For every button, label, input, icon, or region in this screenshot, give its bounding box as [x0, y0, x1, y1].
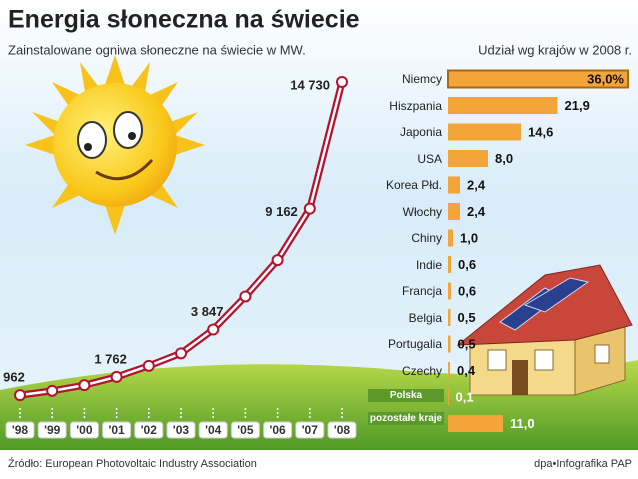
category-label: Korea Płd. [385, 178, 442, 192]
x-tick-label: '98 [12, 423, 29, 437]
bar [448, 388, 449, 406]
bar [448, 256, 451, 273]
x-tick-box [230, 421, 260, 439]
bar [448, 362, 450, 379]
point [207, 323, 220, 336]
value-label: 1,0 [460, 230, 478, 245]
point [271, 254, 284, 267]
bar-subtitle: Udział wg krajów w 2008 r. [478, 42, 632, 57]
value-label: 3 847 [191, 304, 224, 319]
x-tick-label: '02 [141, 423, 158, 437]
category-label: Belgia [408, 310, 442, 325]
bar [448, 309, 451, 326]
source: Źródło: European Photovoltaic Industry A… [8, 457, 257, 470]
category-label: Portugalia [387, 337, 442, 351]
category-label: Indie [415, 257, 442, 272]
credit: dpa•Infografika PAP [534, 458, 632, 470]
x-tick-box [198, 421, 228, 439]
x-tick-box [5, 421, 35, 439]
category-label: Japonia [399, 125, 442, 139]
footer-bg [0, 450, 638, 479]
bar [448, 97, 558, 114]
point [142, 359, 155, 372]
house [456, 264, 633, 396]
x-tick-box [166, 421, 196, 439]
category-label: Chiny [411, 231, 442, 245]
bar [448, 150, 488, 167]
value-label: 2,4 [467, 204, 486, 219]
category-label: Polska [368, 389, 444, 402]
x-tick-label: '99 [44, 423, 61, 437]
title: Energia słoneczna na świecie [8, 6, 360, 34]
x-tick-box [295, 421, 325, 439]
point [14, 389, 26, 402]
x-tick-box [327, 421, 357, 439]
category-label: Niemcy [401, 72, 442, 86]
value-label: 0,5 [458, 310, 476, 325]
value-label: 36,0% [587, 71, 624, 86]
x-tick-box [134, 421, 164, 439]
bar [448, 123, 521, 141]
value-label: 11,0 [510, 416, 535, 431]
value-label: 0,4 [457, 363, 476, 378]
category-label: pozostałe kraje [368, 411, 444, 425]
point [175, 347, 187, 360]
sun [25, 55, 205, 235]
point [46, 384, 59, 397]
point [336, 76, 348, 88]
bar [448, 415, 503, 432]
value-label: 21,9 [565, 98, 590, 113]
value-label: 1 762 [94, 351, 127, 366]
bar [447, 69, 629, 89]
bar [448, 176, 460, 194]
value-label: 14 730 [290, 77, 330, 92]
x-tick-label: '00 [76, 423, 93, 437]
x-tick-label: '06 [269, 423, 286, 437]
bar [448, 229, 453, 247]
x-tick-label: '07 [302, 423, 319, 437]
value-label: 0,6 [458, 257, 476, 272]
value-label: 962 [3, 370, 25, 385]
bar [448, 203, 460, 220]
category-label: Hiszpania [389, 98, 442, 113]
bar [448, 335, 451, 353]
category-label: Francja [401, 284, 442, 298]
bar [448, 282, 451, 300]
value-label: 0,1 [456, 389, 474, 404]
x-tick-box [263, 421, 293, 439]
value-label: 8,0 [495, 151, 513, 166]
point [110, 370, 123, 383]
x-tick-label: '04 [205, 423, 222, 437]
value-label: 0,5 [458, 336, 476, 351]
value-label: 9 162 [265, 204, 298, 219]
x-tick-label: '01 [108, 423, 125, 437]
category-label: USA [417, 151, 442, 166]
value-label: 0,6 [458, 283, 476, 298]
value-label: 2,4 [467, 177, 486, 192]
point [239, 290, 252, 303]
x-tick-box [69, 421, 99, 439]
x-tick-box [102, 421, 132, 439]
line-subtitle: Zainstalowane ogniwa słoneczne na świeci… [8, 42, 306, 57]
value-label: 14,6 [528, 124, 553, 139]
point [78, 379, 91, 392]
x-tick-label: '05 [237, 423, 254, 437]
x-tick-label: '03 [173, 423, 190, 437]
x-tick-label: '08 [334, 423, 351, 437]
point [303, 202, 316, 215]
category-label: Czechy [401, 363, 442, 378]
category-label: Włochy [402, 204, 442, 219]
x-tick-box [37, 421, 67, 439]
